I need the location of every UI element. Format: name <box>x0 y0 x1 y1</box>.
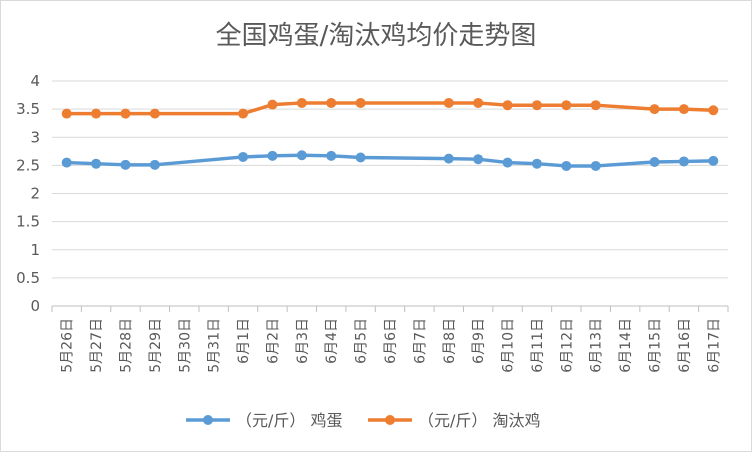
series-culled-hen <box>61 97 719 119</box>
data-point <box>326 97 337 108</box>
x-tick-label: 6月5日 <box>354 318 370 364</box>
data-point <box>531 100 542 111</box>
data-point <box>91 158 102 169</box>
y-tick-label: 3.5 <box>16 100 40 118</box>
series-line <box>66 101 714 116</box>
data-point <box>296 150 307 161</box>
data-point <box>649 157 660 167</box>
data-point <box>561 100 572 111</box>
x-tick-label: 6月13日 <box>589 318 605 373</box>
y-tick-label: 4 <box>30 72 40 90</box>
data-point <box>91 108 102 119</box>
legend-marker <box>385 415 395 425</box>
data-point <box>678 104 689 115</box>
data-point <box>267 150 278 161</box>
data-point <box>473 97 484 108</box>
y-axis-ticks: 0 0.5 1 1.5 2 2.5 3 3.5 4 <box>16 72 40 315</box>
legend-label: （元/斤） 鸡蛋 <box>236 411 342 430</box>
data-point <box>531 158 542 169</box>
legend: （元/斤） 鸡蛋 （元/斤） 淘汰鸡 <box>186 411 540 430</box>
x-tick-label: 6月3日 <box>295 318 311 364</box>
y-tick-label: 0 <box>30 297 40 315</box>
y-tick-label: 0.5 <box>16 269 40 287</box>
data-point <box>326 150 337 161</box>
data-point <box>120 108 131 119</box>
legend-item: （元/斤） 淘汰鸡 <box>368 411 540 430</box>
data-point <box>502 100 513 111</box>
x-tick-label: 6月16日 <box>677 318 693 373</box>
x-tick-label: 6月8日 <box>442 318 458 364</box>
x-tick-label: 6月9日 <box>471 318 487 364</box>
x-axis <box>51 305 729 312</box>
series-layer <box>61 97 719 171</box>
y-tick-label: 1 <box>30 241 40 259</box>
x-tick-label: 5月28日 <box>118 318 134 373</box>
data-point <box>708 155 719 166</box>
x-tick-label: 6月4日 <box>324 318 340 364</box>
x-axis-ticks: 5月26日 5月27日 5月28日 5月29日 5月30日 5月31日 6月1日 6月2日 6月… <box>60 318 723 373</box>
data-point <box>61 157 72 168</box>
legend-item: （元/斤） 鸡蛋 <box>186 411 342 430</box>
x-tick-label: 6月17日 <box>706 318 722 373</box>
data-point <box>267 99 278 110</box>
data-point <box>149 159 160 170</box>
data-point <box>61 108 72 119</box>
x-tick-label: 5月26日 <box>60 318 76 373</box>
legend-marker <box>203 415 213 425</box>
x-tick-label: 6月7日 <box>412 318 428 364</box>
data-point <box>649 104 660 115</box>
x-tick-label: 6月15日 <box>648 318 664 373</box>
data-point <box>443 97 454 108</box>
data-point <box>149 108 160 119</box>
data-point <box>238 108 249 119</box>
data-point <box>473 154 484 165</box>
data-point <box>502 157 513 168</box>
y-tick-label: 1.5 <box>16 213 40 231</box>
chart-title: 全国鸡蛋/淘汰鸡均价走势图 <box>216 21 537 51</box>
data-point <box>355 97 366 108</box>
x-tick-label: 6月10日 <box>501 318 517 373</box>
x-tick-label: 6月11日 <box>530 318 546 373</box>
legend-label: （元/斤） 淘汰鸡 <box>418 411 540 430</box>
x-tick-label: 5月27日 <box>89 318 105 373</box>
series-egg <box>61 150 719 171</box>
data-point <box>355 152 366 163</box>
data-point <box>561 160 572 171</box>
x-tick-label: 5月31日 <box>207 318 223 373</box>
data-point <box>708 105 719 116</box>
data-point <box>296 97 307 108</box>
x-tick-label: 6月2日 <box>265 318 281 364</box>
x-tick-label: 5月30日 <box>177 318 193 373</box>
data-point <box>590 160 601 171</box>
y-tick-label: 3 <box>30 128 40 146</box>
x-tick-label: 6月14日 <box>618 318 634 373</box>
data-point <box>120 159 131 170</box>
x-tick-label: 6月1日 <box>236 318 252 364</box>
data-point <box>238 151 249 162</box>
data-point <box>443 153 454 164</box>
x-tick-label: 5月29日 <box>148 318 164 373</box>
data-point <box>678 156 689 167</box>
data-point <box>590 100 601 111</box>
y-tick-label: 2.5 <box>16 156 40 174</box>
y-tick-label: 2 <box>30 185 40 203</box>
x-tick-label: 6月12日 <box>559 318 575 373</box>
x-tick-label: 6月6日 <box>383 318 399 364</box>
series-line <box>66 153 714 168</box>
